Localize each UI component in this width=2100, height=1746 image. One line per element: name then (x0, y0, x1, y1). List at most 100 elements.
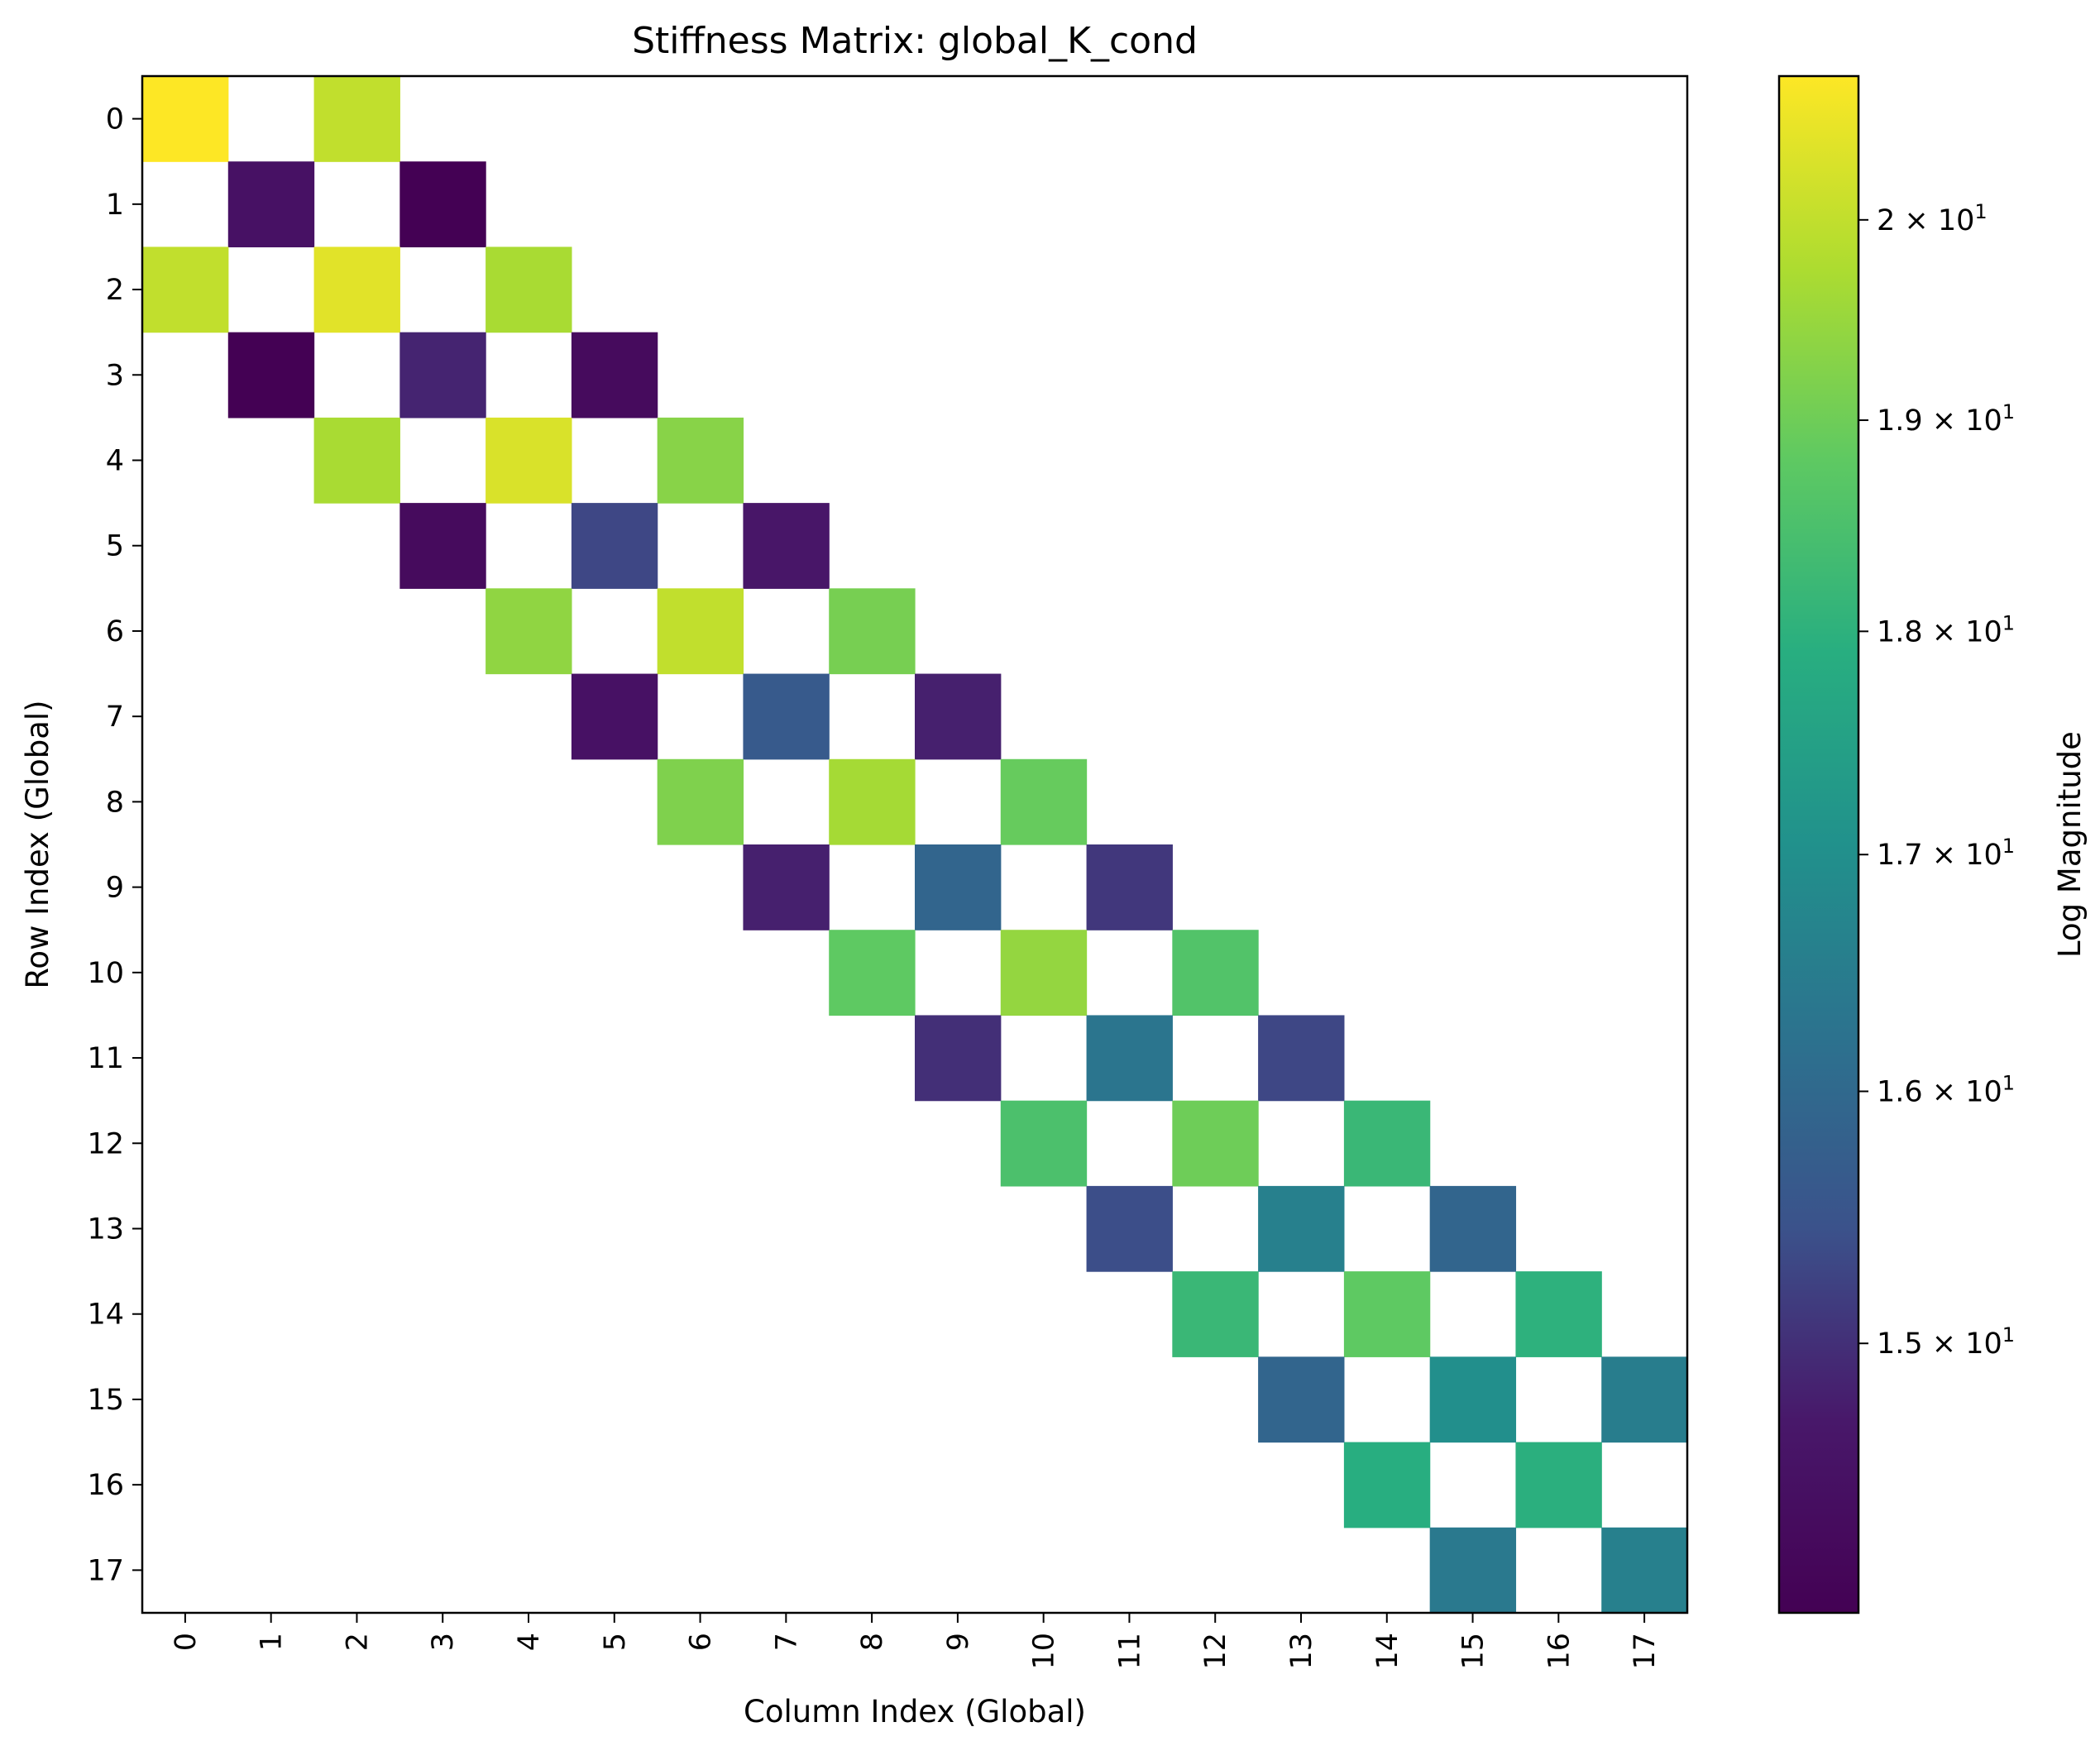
chart-title: Stiffness Matrix: global_K_cond (632, 20, 1198, 62)
heatmap-cell-r7-c7 (743, 673, 830, 760)
heatmap-cell-r13-c15 (1429, 1185, 1517, 1272)
x-axis-label: Column Index (Global) (744, 1694, 1086, 1729)
colorbar-tick-label: 1.9 × 101 (1877, 400, 2015, 438)
heatmap-cell-r11-c13 (1258, 1015, 1345, 1102)
y-tick-label: 12 (87, 1127, 124, 1160)
colorbar-tick-label: 1.8 × 101 (1877, 611, 2015, 648)
heatmap-cell-r3-c3 (399, 332, 486, 419)
heatmap-cell-r12-c10 (1000, 1100, 1088, 1187)
heatmap-cell-r17-c17 (1601, 1527, 1688, 1614)
x-tick-label: 1 (256, 1633, 289, 1651)
x-tick-label: 2 (341, 1633, 374, 1651)
heatmap-cell-r16-c16 (1515, 1442, 1602, 1528)
heatmap-cell-r9-c9 (915, 844, 1002, 930)
y-tick-label: 4 (106, 445, 124, 478)
heatmap-cell-r13-c11 (1086, 1185, 1173, 1272)
heatmap-cells (142, 76, 1688, 1614)
x-tick-label: 17 (1629, 1633, 1662, 1670)
x-tick-label: 6 (685, 1633, 718, 1651)
heatmap-cell-r5-c7 (743, 503, 830, 589)
x-tick-label: 9 (942, 1633, 975, 1651)
y-tick-label: 1 (106, 189, 124, 222)
colorbar-tick-label: 1.6 × 101 (1877, 1071, 2015, 1108)
heatmap-cell-r6-c4 (486, 588, 572, 675)
x-tick-label: 8 (856, 1633, 889, 1651)
heatmap-cell-r11-c9 (915, 1015, 1002, 1102)
y-tick-label: 17 (87, 1554, 124, 1587)
heatmap-cell-r14-c14 (1343, 1271, 1431, 1357)
colorbar-label: Log Magnitude (2052, 731, 2088, 958)
heatmap-cell-r8-c10 (1000, 758, 1088, 845)
x-tick-label: 4 (513, 1633, 546, 1651)
y-tick-label: 2 (106, 274, 124, 307)
y-tick-label: 9 (106, 872, 124, 905)
heatmap-cell-r13-c13 (1258, 1185, 1345, 1272)
x-axis-ticks: 0 1 2 3 4 5 6 7 8 9 10 11 12 13 14 15 16 17 (170, 1613, 1662, 1670)
x-tick-label: 11 (1113, 1633, 1146, 1670)
heatmap-cell-r12-c12 (1172, 1100, 1259, 1187)
heatmap-cell-r8-c6 (657, 758, 744, 845)
y-tick-label: 14 (87, 1299, 124, 1332)
heatmap-cell-r16-c14 (1343, 1442, 1431, 1528)
heatmap-cell-r2-c2 (313, 246, 400, 333)
y-tick-label: 13 (87, 1213, 124, 1246)
heatmap-cell-r4-c2 (313, 417, 400, 504)
heatmap-cell-r4-c4 (486, 417, 572, 504)
heatmap-cell-r0-c2 (313, 76, 400, 162)
plot-frame (141, 74, 1689, 1614)
x-tick-label: 10 (1028, 1633, 1061, 1670)
y-tick-label: 6 (106, 615, 124, 648)
x-tick-label: 0 (170, 1633, 203, 1651)
heatmap-cell-r11-c11 (1086, 1015, 1173, 1102)
colorbar-tick-label: 2 × 101 (1877, 200, 1988, 237)
heatmap-cell-r4-c6 (657, 417, 744, 504)
heatmap-cell-r6-c6 (657, 588, 744, 675)
y-axis-label: Row Index (Global) (20, 700, 55, 988)
y-tick-label: 3 (106, 359, 124, 392)
heatmap-cell-r17-c15 (1429, 1527, 1517, 1614)
x-tick-label: 14 (1371, 1633, 1404, 1670)
heatmap-cell-r0-c0 (142, 76, 229, 162)
x-tick-label: 12 (1199, 1633, 1232, 1670)
heatmap-cell-r9-c7 (743, 844, 830, 930)
x-tick-label: 3 (427, 1633, 460, 1651)
y-tick-label: 8 (106, 786, 124, 819)
heatmap-cell-r15-c13 (1258, 1356, 1345, 1443)
y-tick-label: 5 (106, 530, 124, 563)
heatmap-cell-r7-c9 (915, 673, 1002, 760)
heatmap-cell-r3-c5 (571, 332, 658, 419)
x-tick-label: 16 (1543, 1633, 1576, 1670)
colorbar-tick-label: 1.7 × 101 (1877, 835, 2015, 872)
heatmap-cell-r9-c11 (1086, 844, 1173, 930)
heatmap-cell-r2-c0 (142, 246, 229, 333)
y-tick-label: 11 (87, 1042, 124, 1075)
heatmap-cell-r15-c15 (1429, 1356, 1517, 1443)
heatmap-cell-r15-c17 (1601, 1356, 1688, 1443)
heatmap-cell-r6-c8 (829, 588, 916, 675)
x-tick-label: 13 (1285, 1633, 1318, 1670)
colorbar-ticks: 1.5 × 101 1.6 × 101 1.7 × 101 1.8 × 101 1.9 … (1858, 200, 2015, 1361)
heatmap-cell-r3-c1 (227, 332, 315, 419)
heatmap-cell-r5-c3 (399, 503, 486, 589)
x-tick-label: 5 (599, 1633, 632, 1651)
heatmap-cell-r5-c5 (571, 503, 658, 589)
heatmap-cell-r10-c12 (1172, 930, 1259, 1017)
x-tick-label: 7 (770, 1633, 803, 1651)
heatmap-cell-r14-c12 (1172, 1271, 1259, 1357)
y-tick-label: 7 (106, 701, 124, 734)
y-tick-label: 15 (87, 1384, 124, 1417)
y-tick-label: 10 (87, 957, 124, 990)
colorbar-tick-label: 1.5 × 101 (1877, 1323, 2015, 1361)
heatmap-cell-r14-c16 (1515, 1271, 1602, 1357)
heatmap-cell-r8-c8 (829, 758, 916, 845)
colorbar (1777, 74, 1860, 1614)
y-tick-label: 0 (106, 103, 124, 136)
heatmap-cell-r1-c3 (399, 161, 486, 248)
heatmap-cell-r10-c10 (1000, 930, 1088, 1017)
heatmap-cell-r10-c8 (829, 930, 916, 1017)
y-tick-label: 16 (87, 1469, 124, 1502)
heatmap-cell-r2-c4 (486, 246, 572, 333)
x-tick-label: 15 (1457, 1633, 1490, 1670)
